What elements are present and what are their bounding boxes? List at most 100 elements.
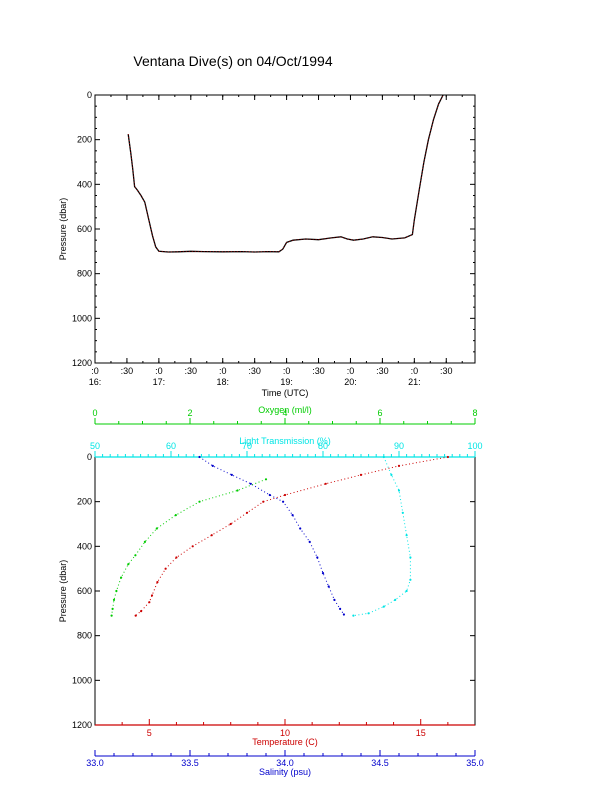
temperature-profile-point (397, 464, 401, 467)
salinity-tick-label: 34.5 (371, 758, 389, 768)
time-axis-label: Time (UTC) (262, 388, 309, 398)
salinity-profile-point (230, 473, 233, 476)
transmission-tick-label: 90 (394, 441, 404, 451)
time-tick-label: :0 (219, 366, 227, 376)
temperature-profile-point (245, 511, 249, 514)
oxygen-profile-point (127, 563, 130, 566)
time-tick-label: :0 (155, 366, 163, 376)
transmission-profile-line (353, 456, 411, 617)
salinity-profile-point (249, 482, 252, 485)
salinity-profile-point (342, 613, 345, 616)
temperature-profile-point (140, 610, 143, 613)
transmission-profile-point (401, 511, 404, 514)
salinity-profile-point (327, 585, 330, 588)
pressure-tick-label: 1200 (72, 358, 92, 368)
hour-label: 16: (89, 377, 102, 387)
salinity-profile-point (339, 607, 342, 611)
pressure-tick-label: 1000 (72, 313, 92, 323)
oxygen-tick-label: 4 (282, 408, 287, 418)
temperature-profile-point (191, 545, 194, 548)
oxygen-profile-point (111, 607, 114, 611)
dive-trace-overlay (127, 94, 444, 253)
time-plot-frame (94, 94, 476, 364)
salinity-tick-label: 33.5 (181, 758, 199, 768)
transmission-profile-point (367, 612, 370, 615)
oxygen-tick-label: 8 (472, 408, 477, 418)
time-tick-label: :30 (185, 366, 198, 376)
profile-pressure-tick-label: 600 (77, 586, 92, 596)
temperature-tick-label: 15 (416, 728, 426, 738)
temperature-tick-label: 5 (147, 728, 152, 738)
time-tick-label: :30 (376, 366, 389, 376)
transmission-tick-label: 60 (166, 441, 176, 451)
temperature-profile-point (156, 581, 159, 584)
oxygen-profile-point (110, 614, 113, 617)
time-tick-label: :30 (312, 366, 325, 376)
hour-label: 20: (344, 377, 357, 387)
temperature-profile-point (150, 594, 154, 597)
salinity-profile-point (211, 464, 214, 467)
transmission-profile-point (397, 489, 401, 492)
time-tick-label: :0 (91, 366, 99, 376)
dive-trace-line (127, 94, 444, 253)
oxygen-profile-point (174, 514, 177, 517)
pressure-tick-label: 600 (77, 224, 92, 234)
transmission-profile-point (409, 556, 412, 559)
temperature-profile-point (324, 482, 327, 485)
profile-pressure-tick-label: 400 (77, 541, 92, 551)
hour-label: 21: (408, 377, 421, 387)
temperature-tick-label: 10 (280, 728, 290, 738)
transmission-profile-point (382, 605, 385, 608)
oxygen-profile-point (236, 489, 239, 492)
transmission-profile-point (394, 598, 397, 602)
pressure-axis-label: Pressure (dbar) (58, 198, 68, 261)
transmission-tick-label: 100 (467, 441, 482, 451)
oxygen-profile-point (264, 478, 268, 481)
temperature-profile-line (135, 456, 448, 616)
time-tick-label: :30 (248, 366, 261, 376)
oxygen-axis-label: Oxygen (ml/l) (258, 405, 312, 415)
temperature-profile-point (210, 534, 213, 537)
salinity-profile-point (308, 540, 311, 544)
salinity-tick-label: 33.0 (86, 758, 104, 768)
oxygen-profile-point (115, 589, 118, 593)
temperature-profile-point (446, 455, 449, 459)
profile-pressure-tick-label: 1200 (72, 720, 92, 730)
salinity-profile-point (268, 493, 271, 497)
transmission-profile-point (405, 589, 408, 593)
pressure-tick-label: 800 (77, 269, 92, 279)
transmission-profile-point (409, 578, 412, 581)
time-tick-label: :0 (283, 366, 291, 376)
oxygen-profile-point (112, 598, 116, 602)
pressure-tick-label: 0 (87, 90, 92, 100)
hour-label: 17: (153, 377, 166, 387)
oxygen-profile-point (155, 527, 158, 530)
salinity-profile-point (291, 514, 294, 517)
oxygen-tick-label: 0 (92, 408, 97, 418)
salinity-profile-point (198, 455, 201, 459)
profile-pressure-tick-label: 0 (87, 452, 92, 462)
profile-pressure-axis-label: Pressure (dbar) (58, 560, 68, 623)
salinity-tick-label: 35.0 (466, 758, 484, 768)
salinity-profile-point (282, 500, 285, 503)
transmission-tick-label: 80 (318, 441, 328, 451)
transmission-profile-point (352, 614, 355, 617)
time-tick-label: :30 (440, 366, 453, 376)
transmission-profile-point (405, 534, 408, 537)
temperature-axis-label: Temperature (C) (252, 737, 318, 747)
transmission-profile-point (382, 455, 385, 459)
profile-pressure-tick-label: 800 (77, 631, 92, 641)
salinity-profile-line (199, 456, 345, 615)
hour-label: 19: (280, 377, 293, 387)
profile-pressure-tick-label: 200 (77, 497, 92, 507)
profile-pressure-tick-label: 1000 (72, 675, 92, 685)
transmission-axis-label: Light Transmission (%) (239, 436, 331, 446)
transmission-tick-label: 70 (242, 441, 252, 451)
transmission-profile-point (390, 473, 393, 476)
oxygen-tick-label: 6 (377, 408, 382, 418)
temperature-profile-point (148, 601, 151, 604)
oxygen-profile-point (198, 500, 201, 503)
salinity-profile-point (321, 572, 325, 575)
temperature-profile-point (229, 522, 232, 526)
time-tick-label: :30 (121, 366, 134, 376)
